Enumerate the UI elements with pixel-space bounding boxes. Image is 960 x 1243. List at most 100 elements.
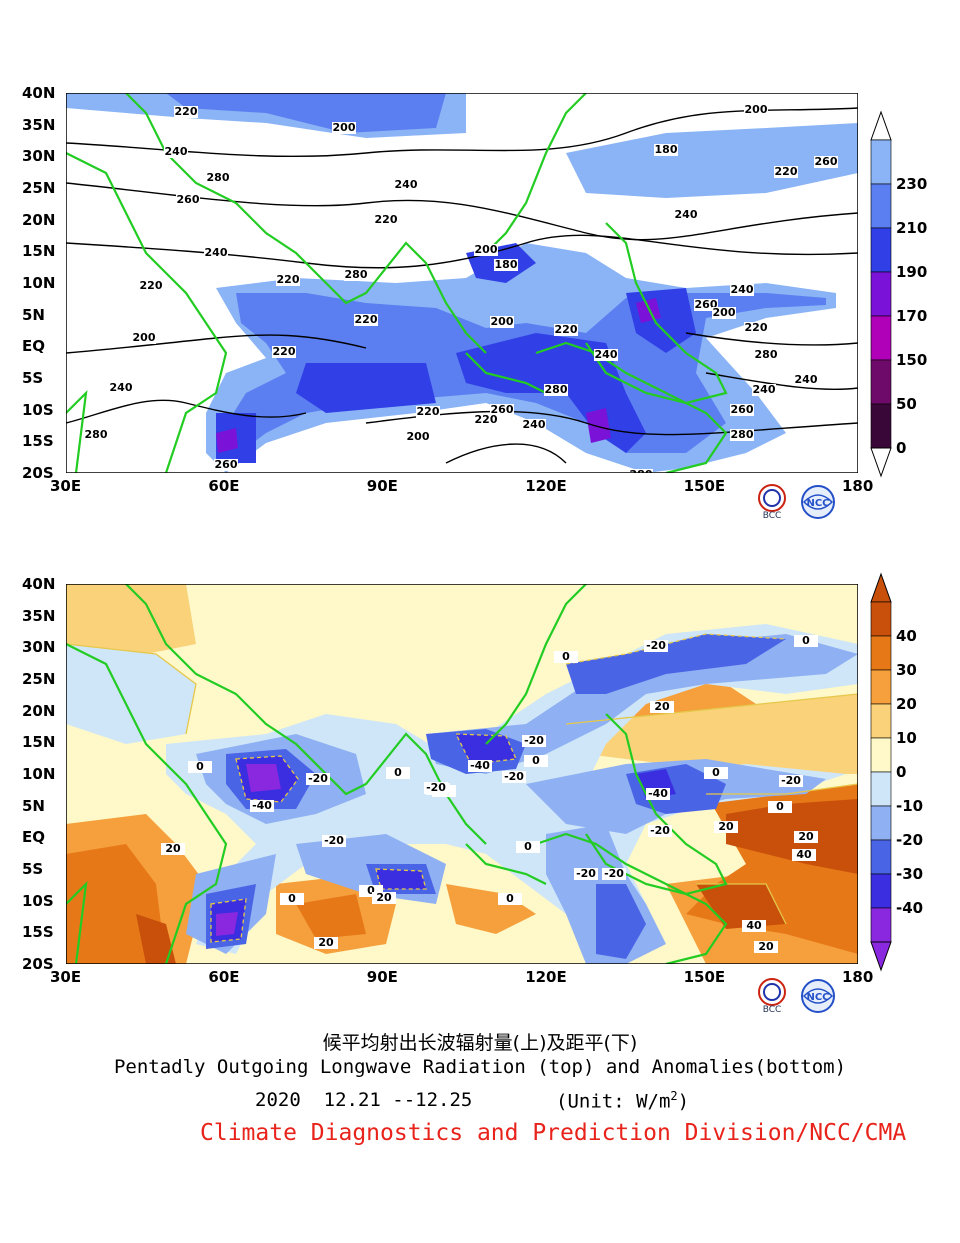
contour-label: -20 — [524, 734, 544, 747]
lat-tick-label: 20N — [22, 701, 56, 720]
contour-label: 260 — [215, 458, 238, 471]
contour-label: -20 — [426, 781, 446, 794]
contour-label: 0 — [562, 650, 570, 663]
colorbar-segment — [870, 227, 892, 273]
contour-label: -20 — [650, 824, 670, 837]
contour-label-bg — [754, 349, 778, 361]
contour-label: -20 — [504, 770, 524, 783]
contour-label-bg — [522, 735, 546, 747]
contour-label-bg — [424, 782, 448, 794]
contour-label-bg — [814, 156, 838, 168]
olr-low-region — [296, 363, 436, 413]
contour-label: 240 — [205, 246, 228, 259]
contour-label: 40 — [796, 848, 812, 861]
colorbar-segment — [870, 805, 892, 841]
contour-label: -40 — [470, 759, 490, 772]
contour-label-bg — [502, 771, 526, 783]
contour-label: -20 — [646, 639, 666, 652]
colorbar-tick-label: -10 — [896, 797, 924, 815]
lon-tick-label: 90E — [366, 477, 398, 495]
contour-label-bg — [730, 284, 754, 296]
contour-label: 260 — [731, 403, 754, 416]
contour-label-bg — [516, 841, 540, 853]
contour-label-bg — [522, 419, 546, 431]
lat-tick-label: 20N — [22, 210, 56, 229]
contour-label: 220 — [375, 213, 398, 226]
contour-label: -20 — [308, 772, 328, 785]
contour-label-bg — [164, 146, 188, 158]
contour-label-bg — [372, 892, 396, 904]
contour-label: 0 — [196, 760, 204, 773]
lat-tick-label: 10N — [22, 765, 56, 783]
contour-label-bg — [730, 429, 754, 441]
contour-label: 240 — [595, 348, 618, 361]
colorbar-tick-label: 150 — [896, 351, 928, 369]
lat-tick-label: 5N — [22, 305, 45, 324]
colorbar-segment — [870, 315, 892, 361]
colorbar-segment — [870, 403, 892, 449]
contour-label-bg — [744, 322, 768, 334]
lon-tick-label: 30E — [50, 477, 82, 495]
colorbar-segment — [870, 703, 892, 739]
contour-label: 0 — [532, 754, 540, 767]
contour-label: -40 — [648, 787, 668, 800]
contour-label-bg — [468, 760, 492, 772]
contour-label-bg — [250, 800, 274, 812]
lat-tick-label: 15S — [22, 923, 54, 942]
lon-tick-label: 60E — [208, 968, 240, 986]
lon-tick-label: 120E — [525, 477, 567, 495]
lat-tick-label: 10S — [22, 400, 54, 419]
contour-label: 220 — [355, 313, 378, 326]
colorbar-tick-label: 0 — [896, 439, 907, 457]
contour-label: 20 — [654, 700, 670, 713]
contour-label: 20 — [718, 820, 734, 833]
contour-label-bg — [524, 755, 548, 767]
colorbar-segment — [870, 839, 892, 875]
contour-label-bg — [752, 384, 776, 396]
title-chinese: 候平均射出长波辐射量(上)及距平(下) — [322, 1032, 638, 1054]
contour-label-bg — [306, 773, 330, 785]
contour-label: 20 — [376, 891, 392, 904]
colorbar-tick-label: 170 — [896, 307, 928, 325]
contour-label: 180 — [655, 143, 678, 156]
contour-label-bg — [474, 244, 498, 256]
contour-label-bg — [206, 172, 230, 184]
contour-label: 20 — [758, 940, 774, 953]
contour-label-bg — [280, 893, 304, 905]
contour-label-bg — [406, 431, 430, 443]
colorbar-tick-label: 20 — [896, 695, 917, 713]
colorbar-bottom — [870, 572, 892, 972]
contour-label: -20 — [781, 774, 801, 787]
contour-label-bg — [332, 122, 356, 134]
colorbar-segment — [870, 873, 892, 909]
lat-tick-label: 15S — [22, 432, 54, 451]
contour-label-bg — [654, 144, 678, 156]
contour-label-bg — [272, 346, 296, 358]
contour-label-bg — [774, 166, 798, 178]
ncc-logo: NCC — [796, 484, 836, 520]
lat-tick-label: 5N — [22, 796, 45, 815]
contour-label-bg — [474, 414, 498, 426]
contour-label-bg — [602, 868, 626, 880]
contour-label-bg — [314, 937, 338, 949]
contour-label-bg — [214, 459, 238, 471]
contour-label: 220 — [140, 279, 163, 292]
contour-label: 240 — [523, 418, 546, 431]
contour-label-bg — [794, 635, 818, 647]
contour-label-bg — [204, 247, 228, 259]
contour-label-bg — [139, 280, 163, 292]
lon-tick-label: 60E — [208, 477, 240, 495]
contour-label-bg — [174, 106, 198, 118]
contour-label: 260 — [491, 403, 514, 416]
contour-label: 220 — [273, 345, 296, 358]
contour-label: 280 — [755, 348, 778, 361]
contour-label: 220 — [175, 105, 198, 118]
colorbar-tick-label: 0 — [896, 763, 907, 781]
contour-label-bg — [629, 469, 653, 473]
contour-label: 240 — [395, 178, 418, 191]
colorbar-arrow-bottom — [870, 447, 892, 478]
contour-label-bg — [730, 404, 754, 416]
contour-label-bg — [574, 868, 598, 880]
contour-label: 260 — [815, 155, 838, 168]
bcc-logo: BCC — [752, 978, 792, 1015]
